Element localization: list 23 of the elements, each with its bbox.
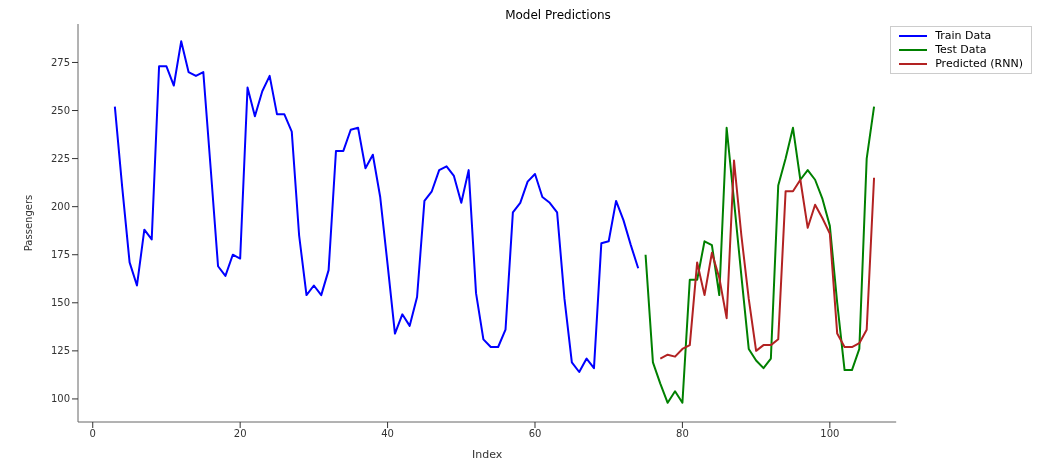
x-tick-label: 80 — [676, 428, 689, 440]
line-series — [644, 105, 876, 404]
line-series — [113, 40, 640, 374]
x-axis-title: Index — [471, 448, 503, 461]
legend-label: Predicted (RNN) — [935, 57, 1023, 71]
y-tick-label: 225 — [50, 153, 70, 165]
line-series — [659, 159, 876, 360]
y-tick-label: 250 — [50, 105, 70, 117]
legend-label: Test Data — [935, 43, 987, 57]
y-tick-label: 200 — [50, 201, 70, 213]
y-tick-label: 125 — [50, 345, 70, 357]
y-axis-title: Passengers — [22, 194, 34, 252]
y-tick-label: 275 — [50, 57, 70, 68]
chart-title: Model Predictions — [504, 8, 612, 22]
x-tick-label: 100 — [820, 428, 840, 440]
x-tick-label: 0 — [89, 428, 96, 440]
x-tick-label: 60 — [528, 428, 542, 440]
legend-label: Train Data — [935, 29, 992, 43]
y-tick-label: 100 — [50, 393, 70, 405]
x-tick-label: 20 — [233, 428, 247, 440]
x-tick-label: 40 — [381, 428, 394, 440]
y-tick-label: 175 — [50, 249, 70, 261]
y-tick-label: 150 — [50, 297, 70, 309]
